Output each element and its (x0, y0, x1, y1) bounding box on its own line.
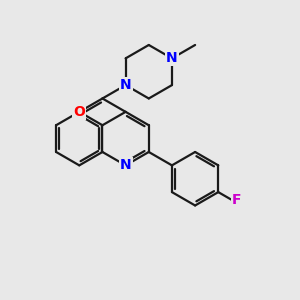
Text: O: O (73, 105, 85, 119)
Text: N: N (120, 78, 131, 92)
Text: N: N (166, 51, 178, 65)
Text: F: F (232, 193, 242, 207)
Text: N: N (120, 158, 131, 172)
